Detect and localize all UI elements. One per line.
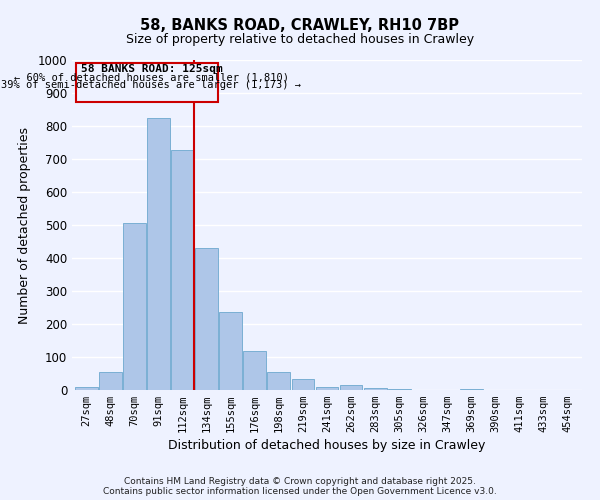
- Bar: [268, 372, 290, 390]
- Bar: [364, 388, 386, 390]
- FancyBboxPatch shape: [76, 64, 218, 102]
- Text: Contains HM Land Registry data © Crown copyright and database right 2025.: Contains HM Land Registry data © Crown c…: [124, 478, 476, 486]
- Bar: [171, 150, 194, 390]
- Bar: [99, 372, 122, 390]
- Bar: [123, 224, 146, 390]
- Bar: [316, 386, 338, 390]
- Bar: [340, 385, 362, 390]
- Bar: [195, 248, 218, 390]
- Y-axis label: Number of detached properties: Number of detached properties: [17, 126, 31, 324]
- Text: ← 60% of detached houses are smaller (1,810): ← 60% of detached houses are smaller (1,…: [14, 72, 289, 83]
- Bar: [244, 351, 266, 390]
- Text: 58 BANKS ROAD: 125sqm: 58 BANKS ROAD: 125sqm: [80, 64, 222, 74]
- Bar: [220, 312, 242, 390]
- Text: 39% of semi-detached houses are larger (1,173) →: 39% of semi-detached houses are larger (…: [1, 80, 301, 90]
- Text: 58, BANKS ROAD, CRAWLEY, RH10 7BP: 58, BANKS ROAD, CRAWLEY, RH10 7BP: [140, 18, 460, 32]
- X-axis label: Distribution of detached houses by size in Crawley: Distribution of detached houses by size …: [169, 440, 485, 452]
- Bar: [75, 388, 98, 390]
- Bar: [147, 118, 170, 390]
- Bar: [388, 389, 410, 390]
- Bar: [292, 380, 314, 390]
- Text: Size of property relative to detached houses in Crawley: Size of property relative to detached ho…: [126, 32, 474, 46]
- Text: Contains public sector information licensed under the Open Government Licence v3: Contains public sector information licen…: [103, 488, 497, 496]
